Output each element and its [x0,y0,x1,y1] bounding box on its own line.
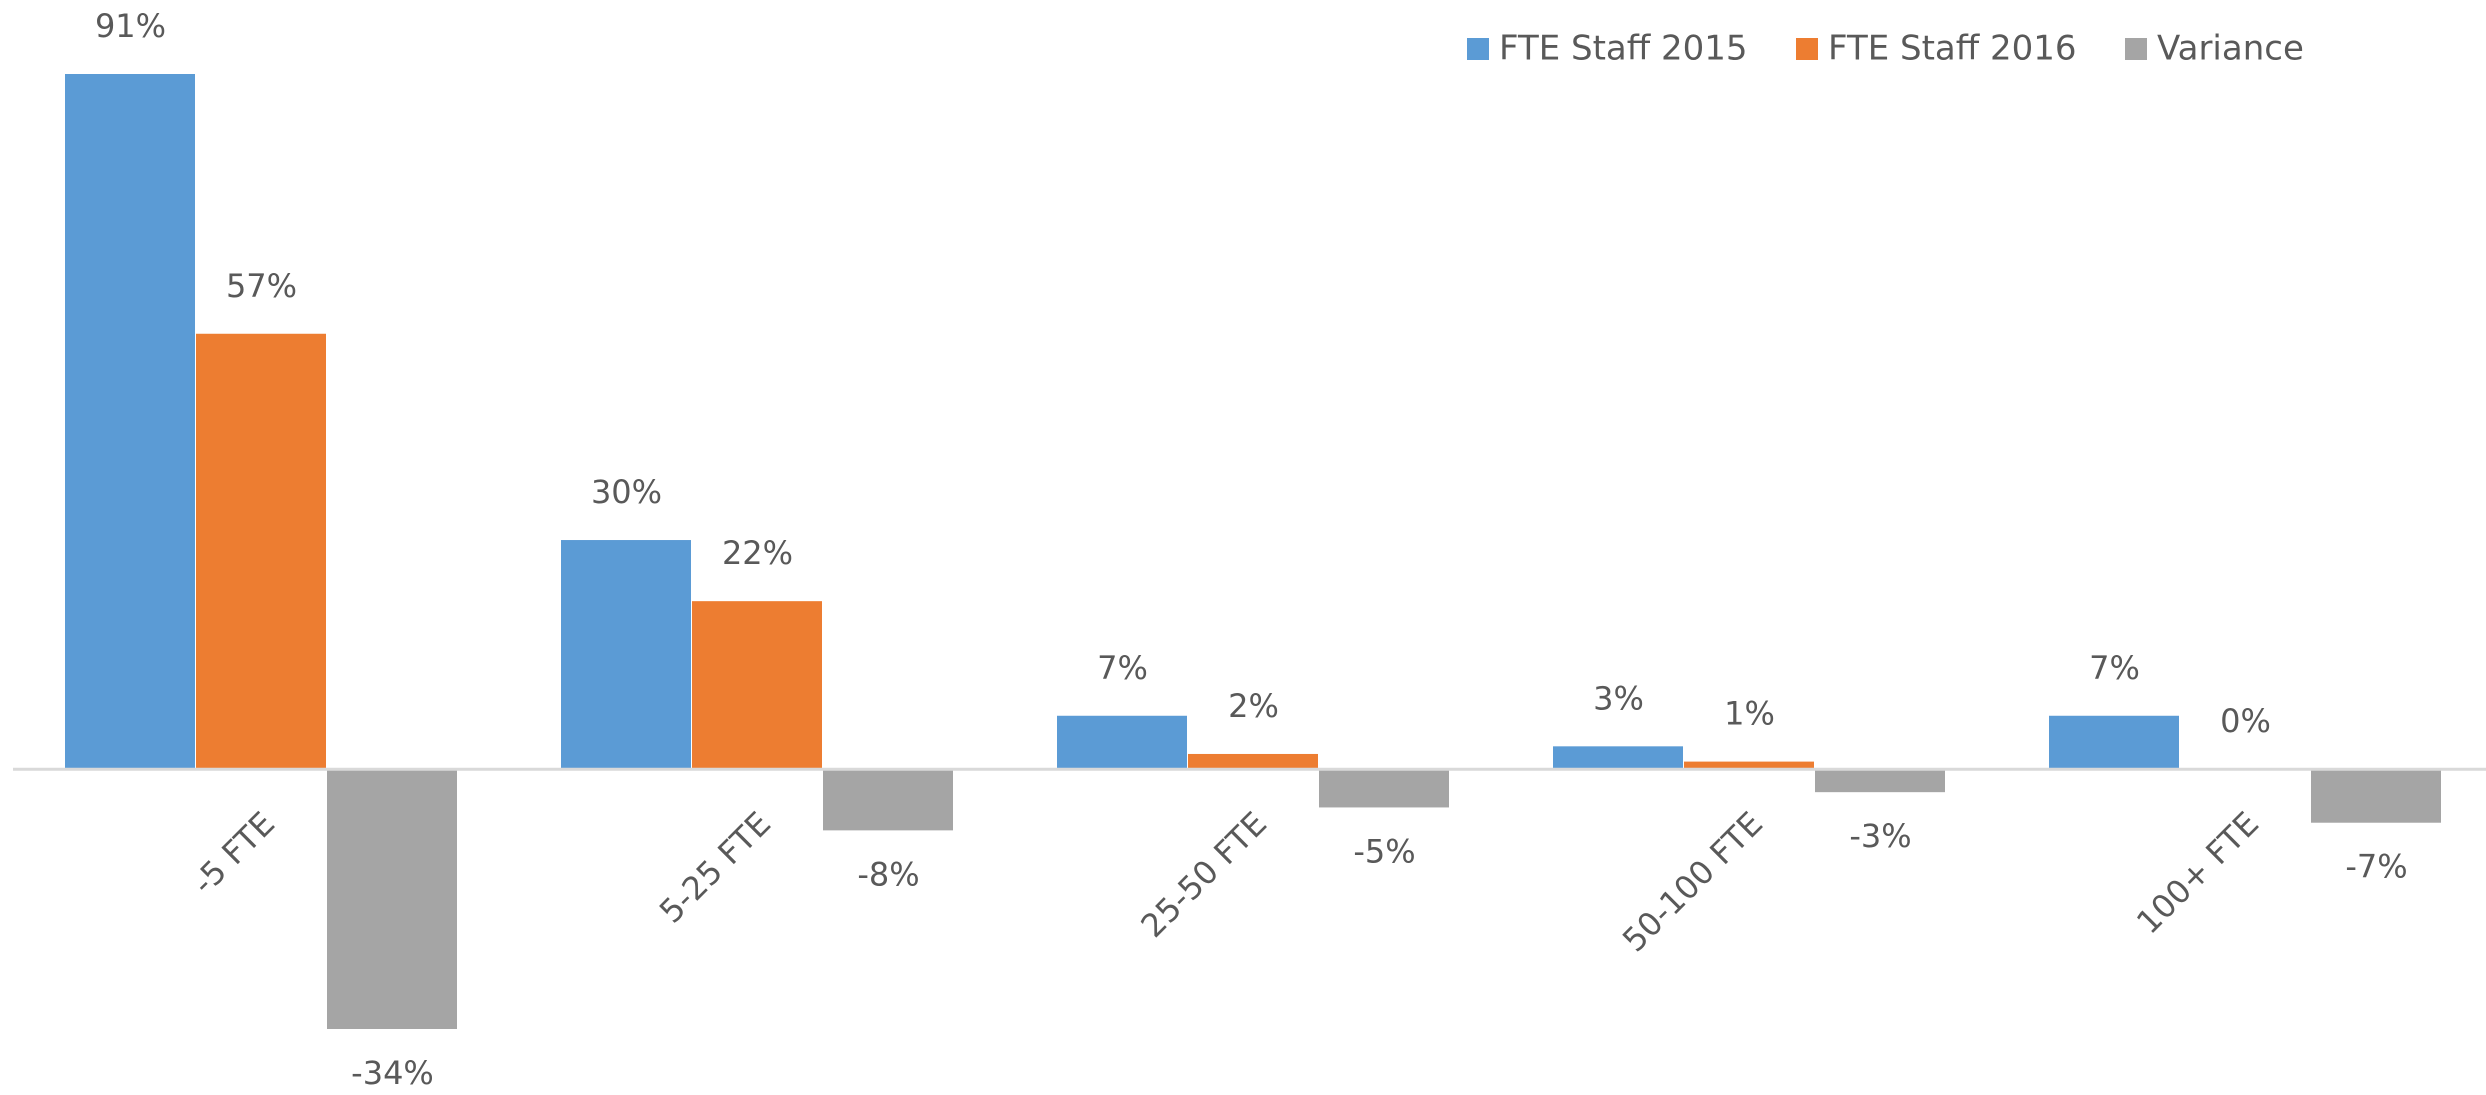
data-label: 0% [2220,702,2271,740]
legend-swatch [1796,38,1818,60]
data-label: 1% [1724,695,1775,733]
legend-swatch [1467,38,1489,60]
bar [1684,761,1814,770]
bar [561,540,691,770]
data-label: 2% [1228,687,1279,725]
bar [196,333,326,770]
data-label: -8% [857,855,919,893]
bar [2311,769,2441,823]
x-tick-label: 25-50 FTE [1133,804,1274,945]
legend-label: Variance [2157,29,2304,69]
bar [823,769,953,831]
bar [2049,715,2179,770]
data-label: 7% [1097,649,1148,687]
x-tick-label: 5-25 FTE [652,804,778,930]
x-tick-label: 50-100 FTE [1615,804,1770,959]
data-label: 7% [2089,649,2140,687]
data-label: -3% [1849,817,1911,855]
legend-label: FTE Staff 2015 [1499,29,1748,69]
data-label: -5% [1353,832,1415,870]
bar [1553,746,1683,770]
bar [65,74,195,770]
data-label: 30% [591,473,662,511]
data-label: 57% [226,267,297,305]
bar [1319,769,1449,808]
data-label: 3% [1593,679,1644,717]
data-label: -34% [351,1054,434,1092]
bar [1057,715,1187,770]
bar [1188,753,1318,770]
legend-swatch [2125,38,2147,60]
x-tick-label: 100+ FTE [2129,804,2266,941]
data-label: -7% [2345,848,2407,886]
bar [1815,769,1945,793]
x-tick-label: -5 FTE [185,804,282,901]
legend-label: FTE Staff 2016 [1828,29,2077,69]
bar [327,769,457,1029]
data-label: 22% [722,534,793,572]
bar [692,601,822,770]
data-label: 91% [95,7,166,45]
